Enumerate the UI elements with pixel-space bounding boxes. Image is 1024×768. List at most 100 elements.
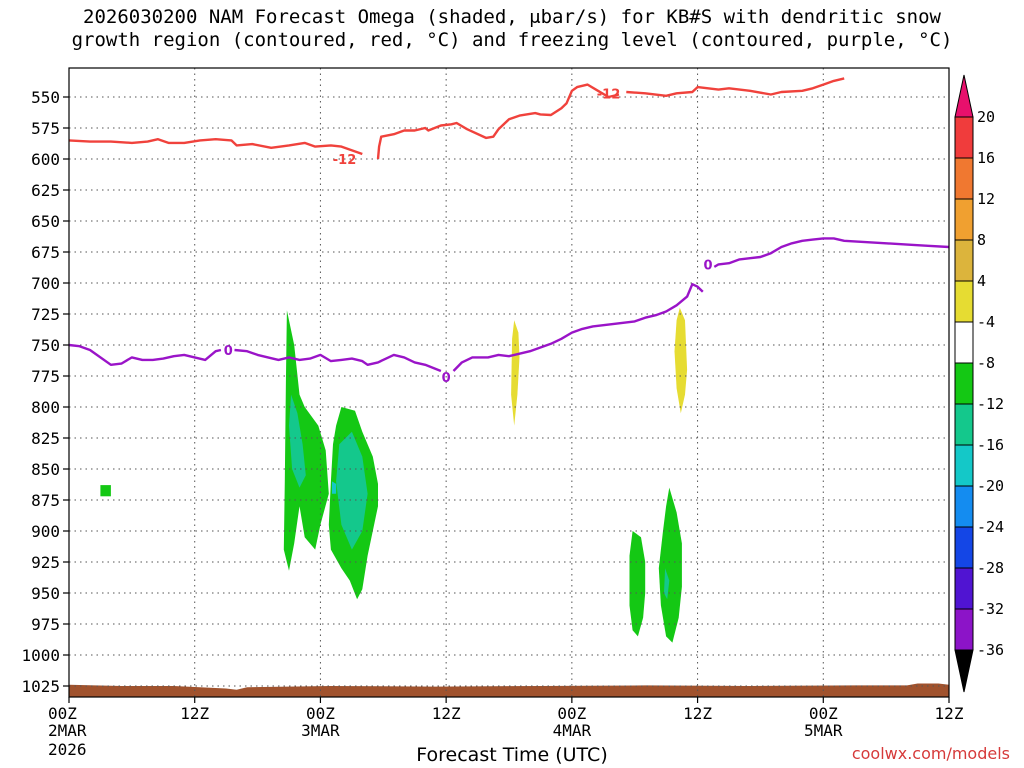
dgz-contour-line-2 [626,77,845,98]
x-tick-sublabel-4-0: 4MAR [553,721,592,740]
omega-region-4 [336,431,368,550]
omega-region-7 [674,307,688,414]
dgz-contour-label-1: -12 [597,87,621,102]
colorbar-label-1: 16 [977,149,995,167]
y-tick-label-550: 550 [31,88,60,107]
y-tick-label-875: 875 [31,491,60,510]
dgz-contour-label-0: -12 [333,153,357,168]
plot-frame [68,67,950,698]
x-tick-label-7: 12Z [935,704,964,723]
colorbar-box-9 [954,485,974,528]
colorbar-bottom-arrow [954,649,974,693]
chart-title-line-2: growth region (contoured, red, °C) and f… [71,29,953,51]
y-tick-label-1025: 1025 [21,677,60,696]
x-tick-label-2: 00Z [306,704,335,723]
terrain-fill [69,683,949,697]
omega-region-2 [289,394,306,488]
freezing-level-contour: 0 0 0 [68,237,950,386]
credit-link[interactable]: coolwx.com/models [851,744,1010,763]
freezing-contour-line-1 [234,348,442,373]
colorbar-label-4: 4 [977,272,986,290]
colorbar-label-9: -20 [977,477,1004,495]
colorbar-label-6: -8 [977,354,995,372]
x-tick-label-0: 00Z [48,704,77,723]
omega-region-9 [658,487,682,643]
colorbar-label-0: 20 [977,108,995,126]
y-tick-label-725: 725 [31,305,60,324]
x-tick-sublabel-2-0: 3MAR [301,721,340,740]
y-tick-label-775: 775 [31,367,60,386]
colorbar-label-2: 12 [977,190,995,208]
colorbar-label-5: -4 [977,313,995,331]
colorbar-box-11 [954,567,974,610]
y-tick-label-925: 925 [31,553,60,572]
freezing-contour-line-2 [452,283,704,372]
colorbar-box-3 [954,239,974,282]
omega-shading [100,307,688,643]
colorbar-box-5 [954,321,974,364]
colorbar-label-10: -24 [977,518,1004,536]
colorbar-top-arrow [954,74,974,118]
colorbar-box-8 [954,444,974,487]
y-tick-label-675: 675 [31,243,60,262]
freezing-contour-label-1: 0 [442,371,451,386]
chart-title-line-1: 2026030200 NAM Forecast Omega (shaded, μ… [83,6,941,28]
freezing-contour-line-3 [713,237,950,268]
terrain [69,683,949,697]
y-tick-label-600: 600 [31,150,60,169]
dgz-contour: -12 -12 [68,77,845,168]
y-tick-label-750: 750 [31,336,60,355]
x-tick-label-3: 12Z [432,704,461,723]
y-tick-label-625: 625 [31,181,60,200]
colorbar-box-4 [954,280,974,323]
y-tick-label-575: 575 [31,119,60,138]
colorbar-box-2 [954,198,974,241]
y-tick-label-650: 650 [31,212,60,231]
colorbar-box-10 [954,526,974,569]
colorbar-label-11: -28 [977,559,1004,577]
y-tick-label-700: 700 [31,274,60,293]
omega-region-10 [664,568,670,600]
colorbar-box-6 [954,362,974,405]
y-tick-label-1000: 1000 [21,646,60,665]
x-tick-label-1: 12Z [180,704,209,723]
colorbar: 20 16 12 8 4 -4 -8 -12 -16 -20 -24 -28 -32 -36 [954,74,1004,693]
y-tick-label-900: 900 [31,522,60,541]
x-tick-sublabel-6-0: 5MAR [804,721,843,740]
colorbar-box-0 [954,116,974,159]
colorbar-box-1 [954,157,974,200]
omega-region-1 [283,310,329,571]
colorbar-label-7: -12 [977,395,1004,413]
x-tick-label-6: 00Z [809,704,838,723]
omega-region-8 [629,531,646,637]
y-tick-label-850: 850 [31,460,60,479]
colorbar-box-7 [954,403,974,446]
x-axis-label: Forecast Time (UTC) [416,744,608,766]
y-tick-label-950: 950 [31,584,60,603]
y-tick-label-825: 825 [31,429,60,448]
colorbar-label-8: -16 [977,436,1004,454]
x-axis-year: 2026 [48,740,87,759]
omega-region-5 [332,481,337,494]
colorbar-label-13: -36 [977,641,1004,659]
x-tick-sublabel-0-0: 2MAR [48,721,87,740]
grid-lines [69,68,949,697]
omega-region-6 [511,320,520,426]
chart-title: 2026030200 NAM Forecast Omega (shaded, μ… [0,6,1024,52]
dgz-contour-line-0 [68,137,363,156]
y-tick-label-975: 975 [31,615,60,634]
dgz-contour-line-1 [376,83,620,160]
colorbar-label-12: -32 [977,600,1004,618]
freezing-contour-line-0 [68,343,222,366]
colorbar-box-12 [954,608,974,651]
time-height-chart: -12 -12 0 0 0 550 575 600 625 650 675 700 725 750 77… [21,67,1004,740]
x-tick-label-4: 00Z [557,704,586,723]
y-tick-label-800: 800 [31,398,60,417]
colorbar-label-3: 8 [977,231,986,249]
freezing-contour-label-0: 0 [224,344,233,359]
omega-region-0 [100,485,111,497]
y-axis: 550 575 600 625 650 675 700 725 750 775 800 825 850 8… [21,88,69,696]
x-tick-label-5: 12Z [683,704,712,723]
freezing-contour-label-2: 0 [704,258,713,273]
